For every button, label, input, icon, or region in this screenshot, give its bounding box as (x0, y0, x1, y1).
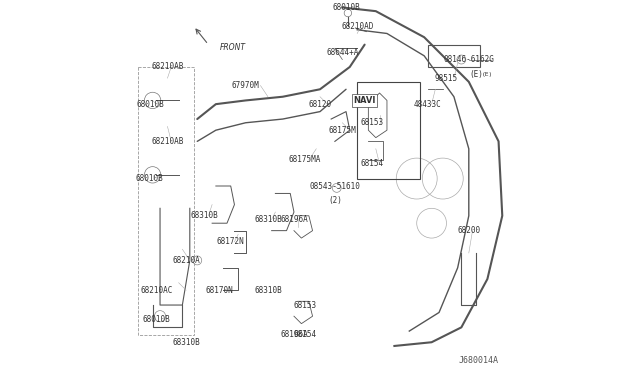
Text: 68644+A: 68644+A (326, 48, 358, 57)
Text: 68010B: 68010B (332, 3, 360, 12)
Text: 67970M: 67970M (232, 81, 259, 90)
Text: 68210A: 68210A (172, 256, 200, 265)
Text: 68120: 68120 (308, 100, 332, 109)
Text: 68210AB: 68210AB (151, 62, 184, 71)
Text: 08146-6162G: 08146-6162G (444, 55, 494, 64)
Text: 08543-51610: 08543-51610 (310, 182, 360, 190)
Text: 68310B: 68310B (254, 286, 282, 295)
Text: 68010B: 68010B (135, 174, 163, 183)
Text: 68310B: 68310B (254, 215, 282, 224)
Text: (E): (E) (469, 70, 483, 79)
Text: 48433C: 48433C (414, 100, 442, 109)
Text: FRONT: FRONT (220, 43, 246, 52)
Text: (E): (E) (482, 72, 493, 77)
Text: 68210AC: 68210AC (140, 286, 173, 295)
Text: 68196A: 68196A (280, 215, 308, 224)
Text: 68196A: 68196A (280, 330, 308, 339)
Text: 68153: 68153 (294, 301, 317, 310)
Text: NAVI: NAVI (353, 96, 376, 105)
Text: 68172N: 68172N (217, 237, 244, 246)
Text: 68153: 68153 (360, 118, 383, 127)
Text: 68310B: 68310B (172, 338, 200, 347)
Text: 68010B: 68010B (137, 100, 164, 109)
Text: 68210AB: 68210AB (151, 137, 184, 146)
Text: 68154: 68154 (360, 159, 383, 168)
Text: 68175M: 68175M (328, 126, 356, 135)
Text: 68210AD: 68210AD (341, 22, 373, 31)
Text: 98515: 98515 (435, 74, 458, 83)
Text: (2): (2) (328, 196, 342, 205)
Text: 68170N: 68170N (205, 286, 234, 295)
Text: 68175MA: 68175MA (289, 155, 321, 164)
Text: 68010B: 68010B (143, 315, 170, 324)
Text: 68200: 68200 (457, 226, 481, 235)
Text: J680014A: J680014A (458, 356, 499, 365)
Text: 68154: 68154 (294, 330, 317, 339)
Text: 68310B: 68310B (191, 211, 218, 220)
